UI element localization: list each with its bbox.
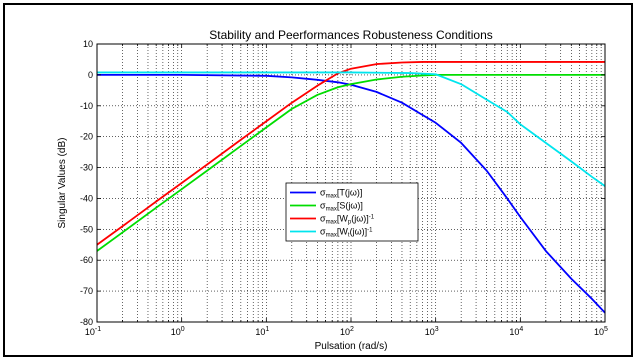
x-tick-label-exponent: 0 xyxy=(181,326,185,333)
y-tick-label: -80 xyxy=(80,317,93,327)
legend-rest-sub: t xyxy=(348,233,350,239)
x-tick-label-exponent: 3 xyxy=(435,326,439,333)
series-line-2 xyxy=(96,61,605,246)
y-tick-label: 0 xyxy=(88,70,93,80)
legend-rest: [W xyxy=(337,227,349,237)
x-tick-label-base: 10 xyxy=(425,327,435,337)
legend-rest2: (jω)] xyxy=(351,214,369,224)
x-tick-label: 10-1 xyxy=(85,326,101,337)
x-tick-label-base: 10 xyxy=(171,327,181,337)
legend-sub-max: max xyxy=(326,194,337,200)
y-tick-labels: 10 0 -10 -20 -30 -40 -50 -60 -70 -80 xyxy=(80,39,93,327)
legend-entry-1: σmax[S(jω)] xyxy=(320,201,363,213)
x-tick-label-exponent: 1 xyxy=(265,326,269,333)
legend-rest-sub: p xyxy=(348,220,352,226)
x-tick-label-exponent: 2 xyxy=(350,326,354,333)
legend-sigma: σ xyxy=(320,201,326,211)
x-tick-label-exponent: 4 xyxy=(519,326,523,333)
chart-frame: 10 0 -10 -20 -30 -40 -50 -60 -70 -80 10-1 100 101 10… xyxy=(3,3,633,357)
x-tick-label: 105 xyxy=(594,326,608,337)
x-tick-label: 101 xyxy=(255,326,269,337)
x-tick-label-base: 10 xyxy=(340,327,350,337)
y-tick-label: -30 xyxy=(80,163,93,173)
legend-sup: -1 xyxy=(369,215,375,221)
legend-sub-max: max xyxy=(326,220,337,226)
y-tick-label: -50 xyxy=(80,224,93,234)
legend-rest2: (jω)] xyxy=(350,227,368,237)
x-tick-label-base: 10 xyxy=(509,327,519,337)
series-lines xyxy=(96,61,606,314)
legend-sigma: σ xyxy=(320,188,326,198)
legend-sup: -1 xyxy=(367,228,373,234)
x-tick-label-base: 10 xyxy=(594,327,604,337)
legend-sub-max: max xyxy=(326,233,337,239)
y-axis-label: Singular Values (dB) xyxy=(57,138,68,229)
chart-svg: 100-10-20-30-40-50-60-70-80 10-1 100 101 10… xyxy=(57,28,608,352)
y-tick-label: -60 xyxy=(80,255,93,265)
legend-entry-0: σmax[T(jω)] xyxy=(320,188,362,200)
y-tick-label: 10 xyxy=(83,39,93,49)
x-tick-label-base: 10 xyxy=(85,327,95,337)
y-tick-label: -40 xyxy=(80,193,93,203)
chart-title: Stability and Peerformances Robusteness … xyxy=(209,28,493,42)
legend-rest: [T(jω)] xyxy=(337,188,363,198)
series-line-0 xyxy=(97,73,606,314)
x-tick-label-exponent: 5 xyxy=(604,326,608,333)
legend-sigma: σ xyxy=(320,227,326,237)
legend-rest: [S(jω)] xyxy=(337,201,363,211)
legend-sigma: σ xyxy=(320,214,326,224)
legend-sub-max: max xyxy=(326,207,337,213)
legend-rest: [W xyxy=(337,214,349,224)
legend: σmax[T(jω)]σmax[S(jω)]σmax[Wp(jω)]-1σmax… xyxy=(285,182,419,242)
legend-entry-2: σmax[Wp(jω)]-1 xyxy=(320,214,375,226)
x-tick-label-exponent: -1 xyxy=(95,326,101,333)
x-tick-label: 100 xyxy=(171,326,185,337)
series-line-1 xyxy=(96,73,605,252)
series-line-3 xyxy=(97,71,606,187)
x-tick-label: 103 xyxy=(425,326,439,337)
x-tick-label-base: 10 xyxy=(255,327,265,337)
x-tick-label: 104 xyxy=(509,326,523,337)
y-tick-label: -20 xyxy=(80,132,93,142)
x-tick-label: 102 xyxy=(340,326,354,337)
y-tick-label: -70 xyxy=(80,286,93,296)
y-tick-label: -10 xyxy=(80,101,93,111)
axis-ticks xyxy=(96,43,606,323)
legend-entry-3: σmax[Wt(jω)]-1 xyxy=(320,227,373,239)
x-axis-label: Pulsation (rad/s) xyxy=(315,341,388,352)
x-tick-labels: 10-1 100 101 102 103 104 105 xyxy=(85,326,608,337)
